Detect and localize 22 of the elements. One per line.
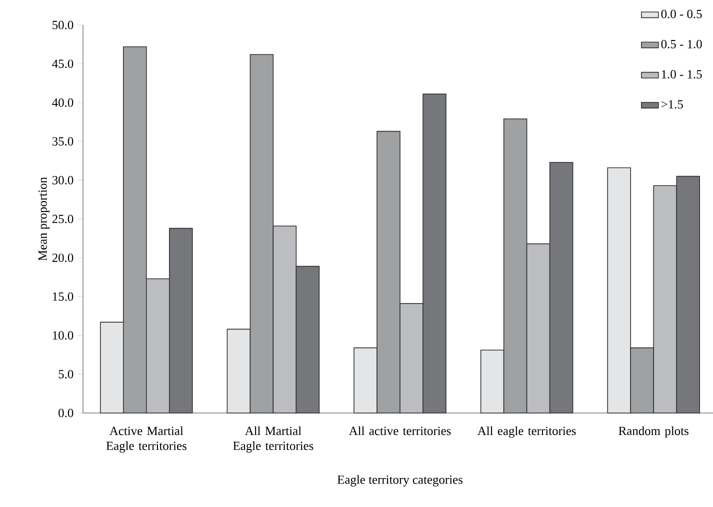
y-tick-label: 25.0 [52, 214, 74, 224]
y-tick-label: 15.0 [52, 292, 74, 301]
x-tick-label: All eagle territories [477, 426, 576, 438]
y-tick-label: 10.0 [52, 331, 74, 340]
x-tick-label: All Martial Eagle territories [233, 426, 314, 453]
y-tick-label: 50.0 [52, 20, 74, 30]
y-tick-label: 30.0 [52, 176, 74, 184]
x-axis-title: Eagle territory categories [337, 475, 462, 486]
x-tick-label: Random plots [618, 426, 688, 438]
y-tick-label: 40.0 [52, 98, 74, 107]
legend-label: 0.5 - 1.0 [661, 40, 702, 48]
y-tick-label: 45.0 [52, 60, 74, 68]
x-tick-label: Active Martial Eagle territories [106, 426, 186, 453]
y-tick-label: 35.0 [52, 137, 74, 146]
y-tick-label: 20.0 [52, 254, 74, 262]
y-tick-label: 5.0 [58, 370, 74, 378]
y-axis-title: Mean proportion [38, 177, 50, 261]
x-tick-label: All active territories [348, 426, 451, 436]
y-tick-label: 0.0 [58, 408, 74, 418]
legend-label: >1.5 [661, 100, 683, 109]
legend-label: 1.0 - 1.5 [662, 70, 702, 79]
legend-label: 0.0 - 0.5 [661, 10, 702, 18]
